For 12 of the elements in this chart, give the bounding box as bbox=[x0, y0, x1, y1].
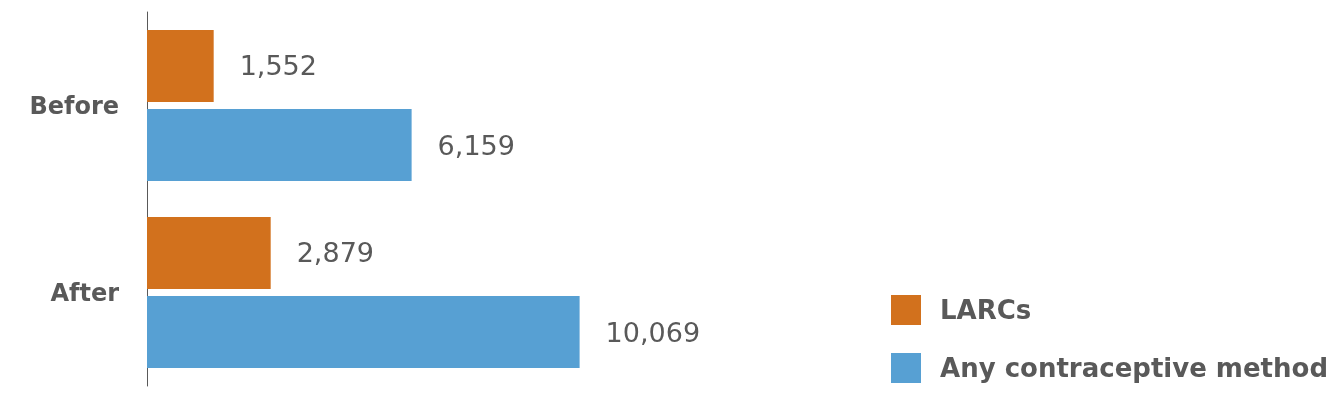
legend-label: LARCs bbox=[940, 295, 1032, 325]
legend-label: Any contraceptive method bbox=[940, 353, 1328, 383]
y-tick-label: Before bbox=[29, 91, 119, 120]
y-tick-label: After bbox=[50, 278, 120, 307]
bar bbox=[147, 109, 412, 182]
bar bbox=[147, 296, 580, 369]
bar bbox=[147, 216, 271, 289]
data-label: 2,879 bbox=[296, 237, 374, 269]
data-label: 10,069 bbox=[605, 316, 701, 348]
data-label: 1,552 bbox=[239, 50, 317, 82]
data-label: 6,159 bbox=[437, 129, 515, 161]
bar bbox=[147, 29, 214, 102]
